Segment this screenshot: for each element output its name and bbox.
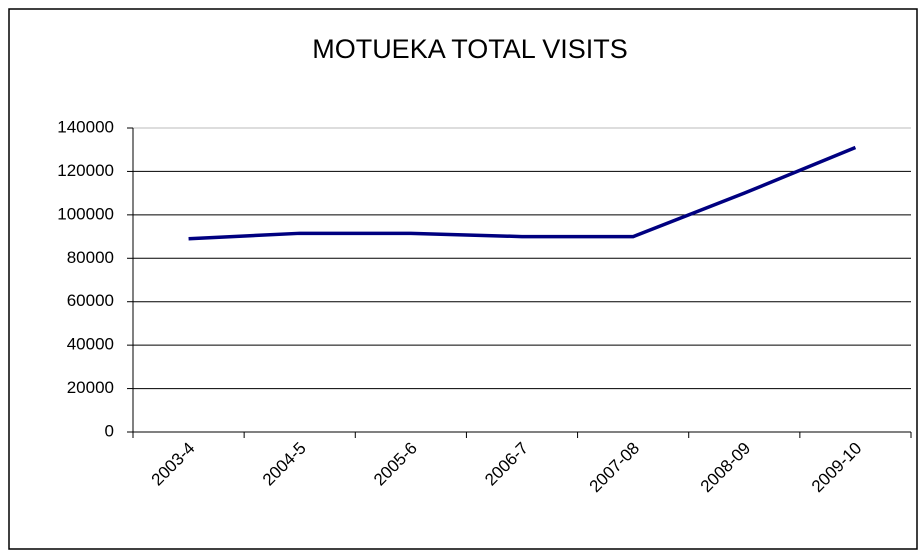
y-tick-label: 0 [105, 421, 114, 440]
y-tick-label: 80000 [67, 248, 114, 267]
y-tick-label: 140000 [57, 117, 114, 136]
y-tick-label: 120000 [57, 161, 114, 180]
series-line [188, 145, 857, 241]
y-tick-label: 60000 [67, 291, 114, 310]
y-tick-label: 20000 [67, 378, 114, 397]
y-tick-label: 40000 [67, 335, 114, 354]
y-tick-label: 100000 [57, 204, 114, 223]
chart-title: MOTUEKA TOTAL VISITS [312, 34, 628, 64]
chart-frame [8, 8, 918, 550]
